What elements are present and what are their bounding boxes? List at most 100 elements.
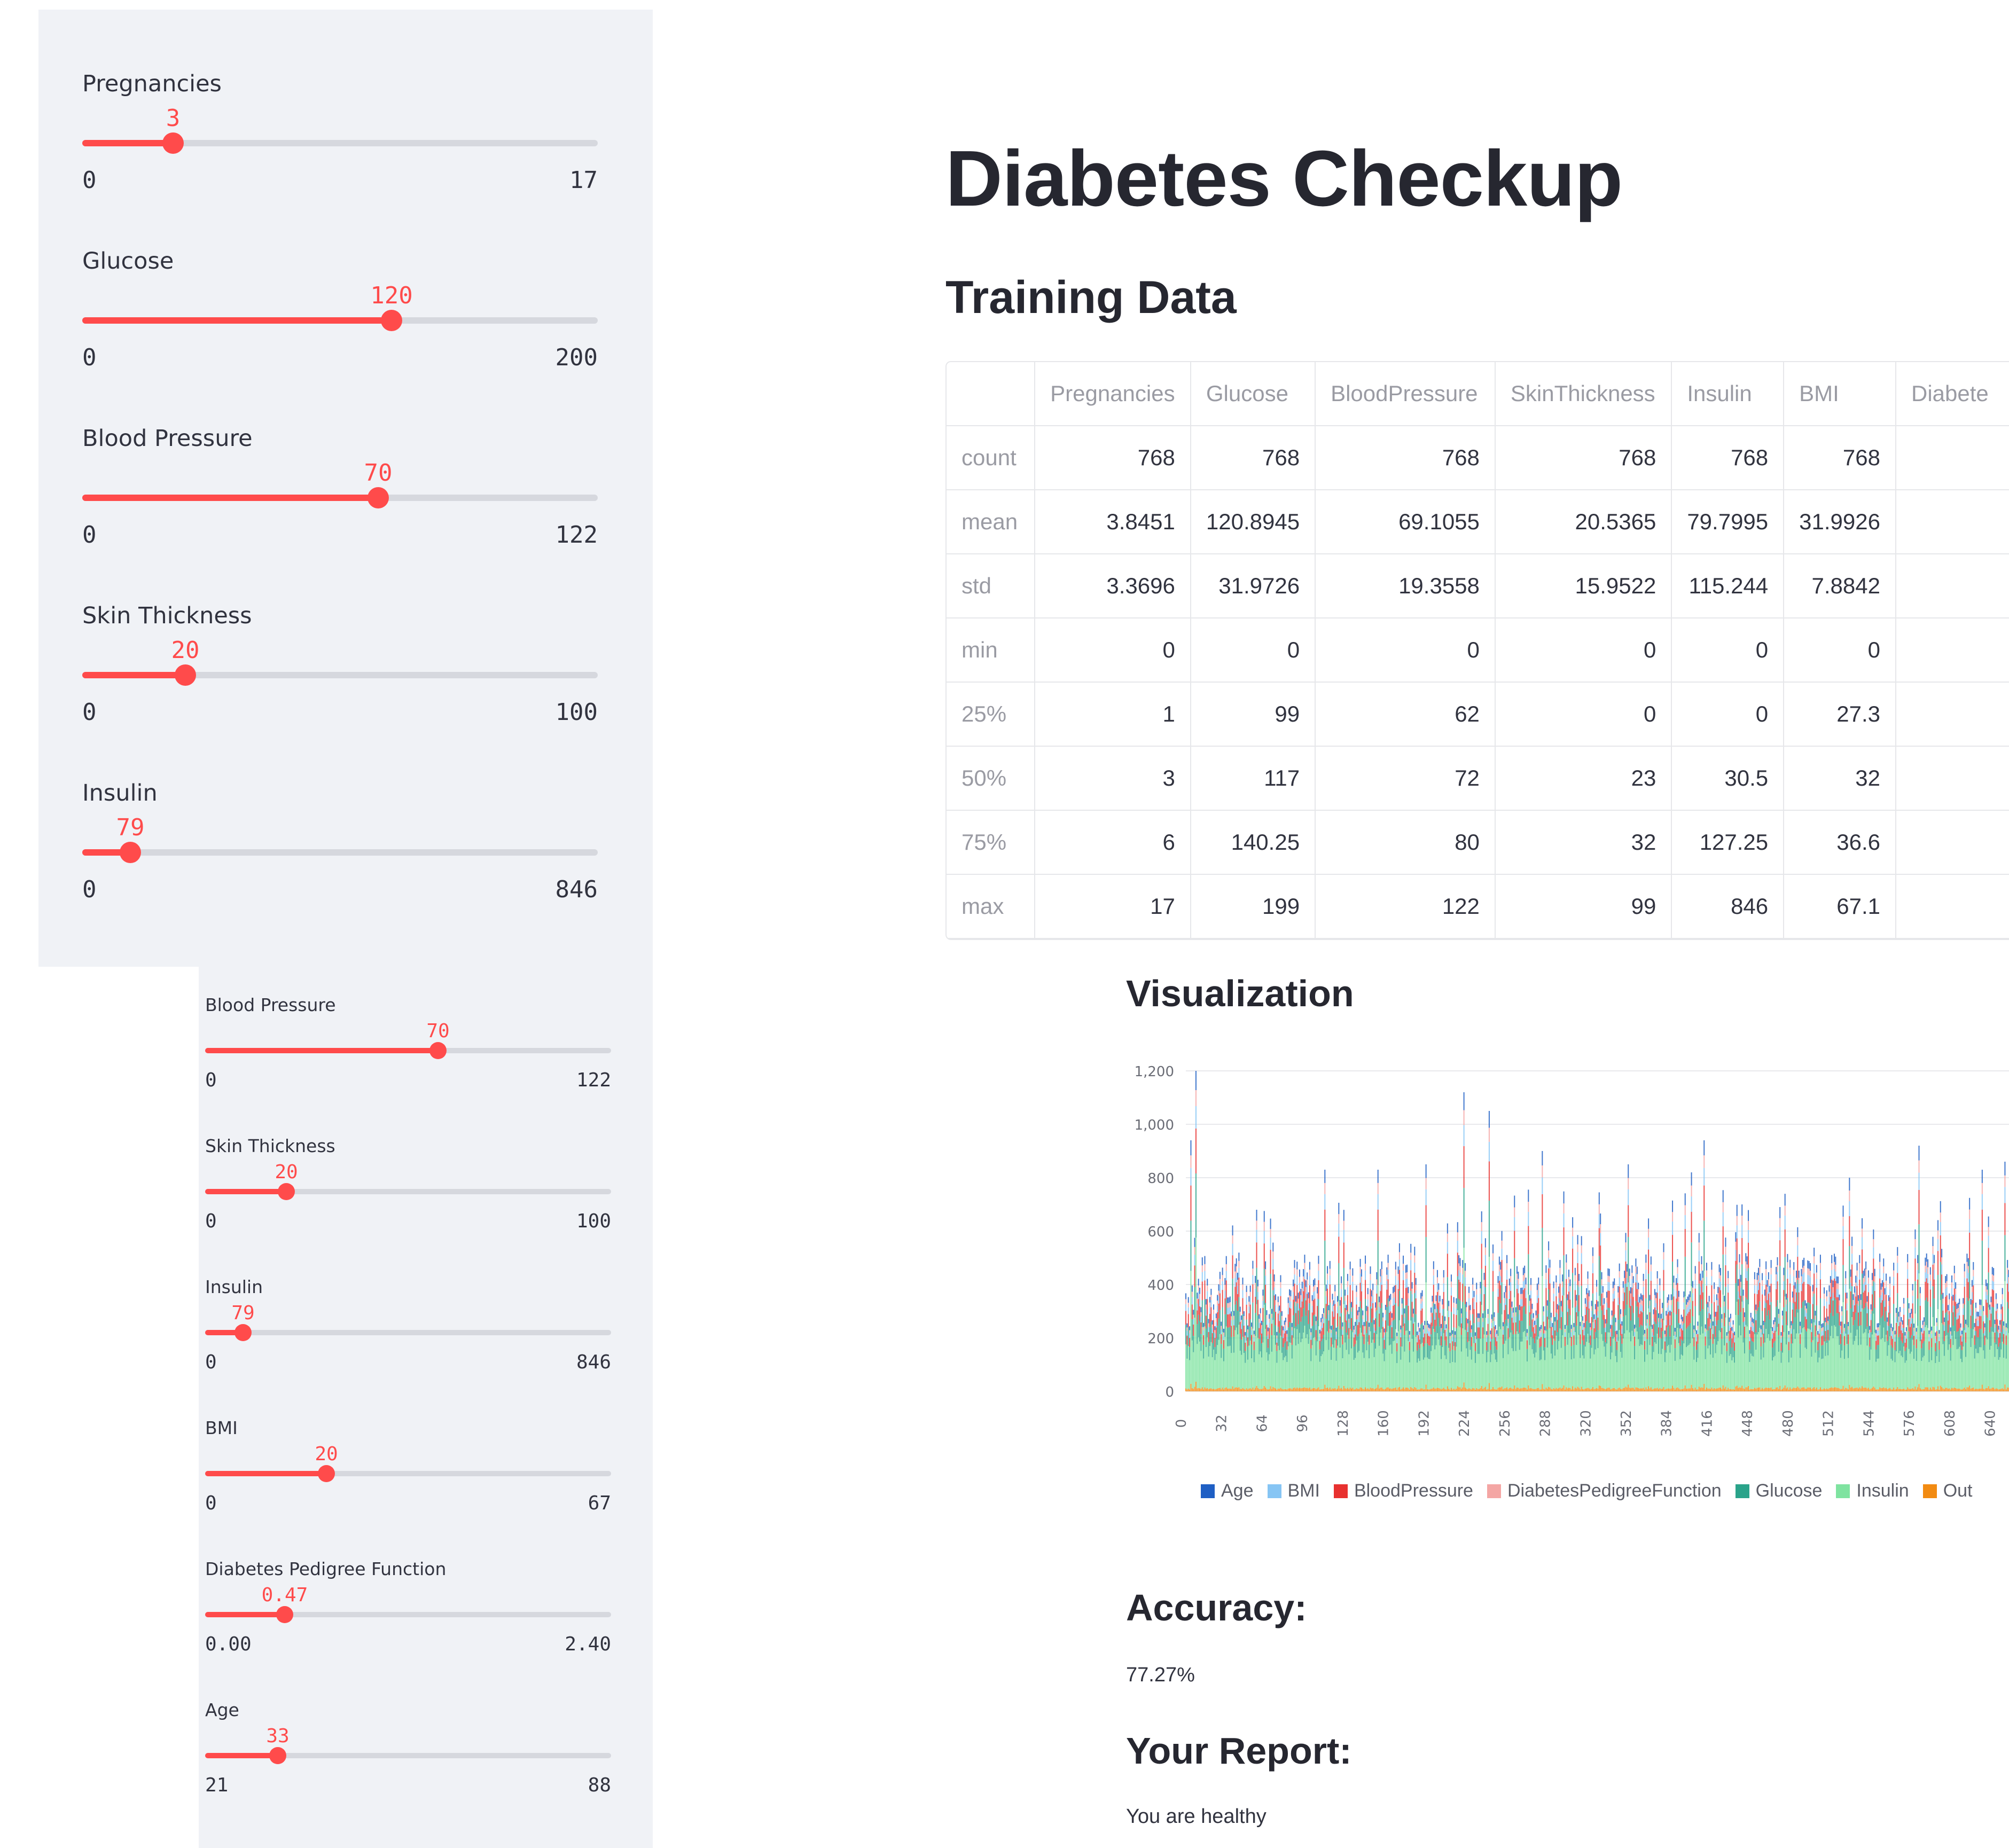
slider-thumb[interactable] (120, 842, 141, 863)
bar-segment (1918, 1160, 1920, 1173)
slider-track[interactable] (82, 495, 598, 501)
bar-segment (1190, 1155, 1192, 1168)
bar-segment (1520, 1341, 1522, 1389)
bar-segment (1339, 1329, 1341, 1348)
bar-segment (1880, 1289, 1882, 1295)
bar-segment (1884, 1299, 1886, 1307)
slider-track[interactable] (82, 317, 598, 324)
bar-segment (1933, 1270, 1935, 1280)
slider-thumb[interactable] (381, 310, 402, 331)
slider-blood-pressure[interactable]: Blood Pressure 70 0 122 (205, 995, 611, 1133)
slider-thumb[interactable] (175, 664, 196, 686)
bar-segment (1846, 1310, 1848, 1325)
bar-segment (1442, 1309, 1443, 1316)
slider-thumb[interactable] (318, 1465, 335, 1482)
bar-segment (1469, 1310, 1471, 1315)
slider-insulin[interactable]: Insulin 79 0 846 (205, 1277, 611, 1415)
legend-item[interactable]: DiabetesPedigreeFunction (1487, 1481, 1722, 1501)
legend-item[interactable]: BMI (1267, 1481, 1320, 1501)
slider-track[interactable] (82, 672, 598, 678)
bar-segment (1784, 1215, 1786, 1230)
slider-track[interactable] (205, 1753, 611, 1758)
slider-thumb[interactable] (278, 1183, 295, 1200)
bar-segment (1201, 1257, 1203, 1266)
bar-segment (1824, 1306, 1825, 1321)
bar-segment (1339, 1348, 1341, 1389)
slider-diabetes-pedigree-function[interactable]: Diabetes Pedigree Function 0.47 0.00 2.40 (205, 1559, 611, 1697)
slider-thumb[interactable] (234, 1324, 252, 1341)
column-header[interactable]: BMI (1784, 362, 1896, 426)
bar-segment (1669, 1389, 1671, 1391)
column-header[interactable]: BloodPressure (1315, 362, 1496, 426)
slider-glucose[interactable]: Glucose 120 0 200 (82, 248, 598, 424)
bar-segment (1529, 1305, 1530, 1313)
bar-segment (1715, 1337, 1716, 1353)
column-header[interactable]: Insulin (1671, 362, 1785, 426)
bar-segment (1918, 1384, 1920, 1391)
visualization-heading: Visualization (1126, 973, 1354, 1014)
legend-item[interactable]: Out (1922, 1481, 1973, 1501)
legend-item[interactable]: BloodPressure (1333, 1481, 1473, 1501)
slider-blood-pressure[interactable]: Blood Pressure 70 0 122 (82, 425, 598, 601)
bar-segment (1750, 1389, 1752, 1391)
bar-segment (1477, 1327, 1479, 1338)
bar-segment (1300, 1295, 1302, 1301)
bar-segment (1447, 1254, 1448, 1278)
training-data-table[interactable]: Pregnancies Glucose BloodPressure SkinThick… (945, 361, 2009, 940)
slider-pregnancies[interactable]: Pregnancies 3 0 17 (82, 71, 598, 247)
bar-segment (1397, 1280, 1399, 1289)
slider-bmi[interactable]: BMI 20 0 67 (205, 1418, 611, 1556)
slider-track[interactable] (205, 1471, 611, 1476)
bar-segment (1624, 1333, 1625, 1388)
bar-segment (1335, 1335, 1337, 1340)
bar-segment (1257, 1388, 1258, 1391)
bar-segment (1507, 1389, 1509, 1391)
bar-segment (1817, 1342, 1819, 1351)
slider-track[interactable] (205, 1048, 611, 1053)
bar-segment (1919, 1305, 1921, 1321)
slider-track[interactable] (82, 140, 598, 146)
slider-track[interactable] (205, 1330, 611, 1335)
bar-segment (1749, 1362, 1750, 1390)
slider-thumb[interactable] (162, 132, 184, 154)
column-header[interactable]: Diabete (1895, 362, 2009, 426)
slider-skin-thickness[interactable]: Skin Thickness 20 0 100 (205, 1136, 611, 1274)
bar-segment (1919, 1320, 1921, 1342)
slider-thumb[interactable] (276, 1606, 293, 1623)
column-header[interactable]: Glucose (1190, 362, 1316, 426)
slider-skin-thickness[interactable]: Skin Thickness 20 0 100 (82, 602, 598, 779)
slider-age[interactable]: Age 33 21 88 (205, 1700, 611, 1838)
bar-segment (1634, 1359, 1636, 1390)
legend-item[interactable]: Glucose (1735, 1481, 1822, 1501)
bar-segment (1239, 1311, 1241, 1316)
bar-segment (1197, 1344, 1198, 1389)
slider-track[interactable] (82, 849, 598, 856)
slider-thumb[interactable] (429, 1042, 447, 1059)
bar-segment (1701, 1264, 1702, 1271)
bar-segment (1654, 1300, 1655, 1307)
bar-segment (1234, 1304, 1236, 1330)
bar-segment (1827, 1389, 1829, 1391)
slider-thumb[interactable] (368, 487, 389, 508)
column-header[interactable] (947, 362, 1036, 426)
slider-track[interactable] (205, 1189, 611, 1194)
column-header[interactable]: Pregnancies (1035, 362, 1191, 426)
bar-segment (1949, 1344, 1950, 1389)
bar-segment (1227, 1327, 1229, 1346)
column-header[interactable]: SkinThickness (1495, 362, 1672, 426)
bar-segment (1933, 1279, 1935, 1299)
slider-thumb[interactable] (269, 1747, 286, 1764)
slider-track[interactable] (205, 1612, 611, 1617)
bar-segment (1227, 1303, 1229, 1308)
bar-segment (1516, 1288, 1518, 1306)
bar-segment (1323, 1313, 1324, 1318)
table-cell: 15.9522 (1495, 554, 1672, 618)
bar-segment (1922, 1333, 1924, 1343)
slider-insulin[interactable]: Insulin 79 0 846 (82, 780, 598, 956)
bar-segment (1880, 1295, 1882, 1303)
bar-segment (1344, 1307, 1346, 1322)
legend-item[interactable]: Insulin (1836, 1481, 1909, 1501)
bar-segment (1797, 1227, 1799, 1238)
legend-item[interactable]: Age (1201, 1481, 1254, 1501)
bar-segment (1985, 1279, 1987, 1287)
